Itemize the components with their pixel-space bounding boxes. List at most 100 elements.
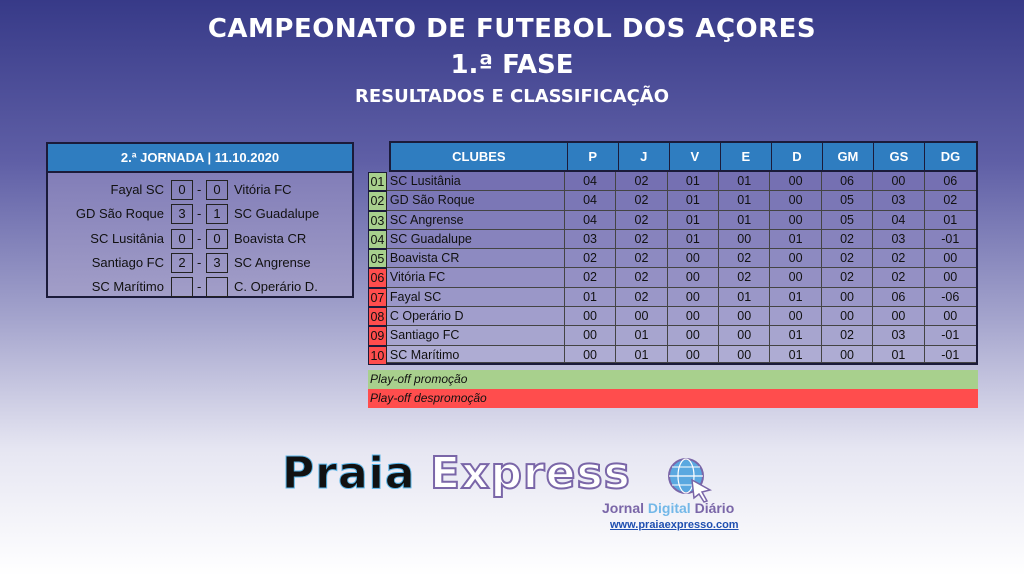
stat-j: 02 — [616, 249, 668, 269]
score-separator: - — [197, 182, 202, 197]
home-score: 2 — [171, 252, 193, 273]
stat-gs: 04 — [873, 210, 925, 230]
globe-cursor-icon — [668, 458, 713, 503]
stat-dg: 00 — [924, 249, 976, 269]
stat-v: 00 — [667, 307, 720, 327]
stat-p: 00 — [564, 345, 617, 363]
stat-gs: 01 — [873, 345, 925, 363]
stat-d: 00 — [770, 191, 822, 211]
club-name: SC Angrense — [386, 210, 565, 230]
standings-row: 06 Vitória FC 02 02 00 02 00 02 02 00 — [368, 268, 978, 288]
logo-word-praia: Praia — [281, 448, 416, 500]
stat-d: 01 — [770, 287, 822, 308]
home-team: SC Lusitânia — [90, 230, 164, 246]
column-header-e: E — [721, 143, 772, 170]
stat-gm: 05 — [821, 210, 874, 230]
rank: 08 — [368, 307, 386, 327]
away-team: SC Angrense — [234, 254, 311, 270]
stat-p: 01 — [564, 287, 617, 308]
stat-dg: -01 — [924, 230, 976, 250]
stat-gs: 03 — [873, 191, 925, 211]
stat-v: 01 — [667, 210, 720, 230]
stat-gs: 02 — [873, 249, 925, 269]
stat-d: 00 — [770, 307, 822, 327]
rank: 03 — [368, 210, 386, 230]
club-name: SC Guadalupe — [386, 229, 565, 250]
stat-v: 00 — [667, 249, 720, 269]
standings-row: 10 SC Marítimo 00 01 00 00 01 00 01 -01 — [368, 345, 978, 365]
stat-gs: 03 — [873, 229, 925, 250]
standings-row: 07 Fayal SC 01 02 00 01 01 00 06 -06 — [368, 287, 978, 308]
stat-d: 01 — [770, 229, 822, 250]
stat-gs: 00 — [873, 307, 925, 327]
stat-e: 01 — [719, 172, 771, 192]
stat-p: 04 — [564, 210, 617, 230]
stat-j: 02 — [616, 172, 668, 192]
rank: 01 — [368, 172, 386, 192]
stat-gs: 02 — [873, 268, 925, 288]
away-score — [206, 277, 228, 298]
stat-p: 00 — [564, 307, 617, 327]
stat-e: 00 — [719, 326, 771, 346]
stat-j: 02 — [616, 191, 668, 211]
stat-gm: 02 — [821, 249, 874, 269]
away-score: 0 — [206, 228, 228, 249]
stat-e: 00 — [719, 307, 771, 327]
stat-j: 02 — [616, 268, 668, 288]
praia-express-logo: Praia Express Jornal Digital Diário www.… — [281, 446, 762, 536]
club-name: GD São Roque — [386, 191, 565, 211]
stat-d: 00 — [770, 249, 822, 269]
stat-gm: 06 — [821, 172, 874, 192]
match-row: GD São Roque 3 - 1 SC Guadalupe — [48, 204, 352, 225]
column-header-v: V — [670, 143, 721, 170]
stat-v: 00 — [667, 287, 720, 308]
club-name: SC Lusitânia — [386, 172, 565, 192]
match-row: Fayal SC 0 - 0 Vitória FC — [48, 180, 352, 200]
away-team: SC Guadalupe — [234, 206, 320, 222]
standings-row: 03 SC Angrense 04 02 01 01 00 05 04 01 — [368, 210, 978, 230]
column-header-p: P — [568, 143, 619, 170]
stat-p: 02 — [564, 249, 617, 269]
home-score: 3 — [171, 204, 193, 225]
match-row: SC Lusitânia 0 - 0 Boavista CR — [48, 228, 352, 249]
stat-dg: -06 — [924, 288, 976, 308]
club-name: Boavista CR — [386, 249, 565, 269]
stat-e: 00 — [719, 229, 771, 250]
rank: 05 — [368, 249, 386, 269]
away-team: Boavista CR — [234, 230, 307, 246]
stat-gm: 02 — [821, 229, 874, 250]
rank: 07 — [368, 287, 386, 308]
stat-e: 01 — [719, 287, 771, 308]
stat-j: 02 — [616, 287, 668, 308]
away-team: C. Operário D. — [234, 279, 318, 295]
club-name: SC Marítimo — [386, 345, 565, 363]
stat-p: 04 — [564, 172, 617, 192]
stat-v: 00 — [667, 268, 720, 288]
main-title: CAMPEONATO DE FUTEBOL DOS AÇORES — [207, 14, 817, 44]
away-score: 0 — [206, 180, 228, 200]
stat-p: 00 — [564, 326, 617, 346]
rank: 10 — [368, 345, 386, 365]
stat-e: 01 — [719, 191, 771, 211]
website-link[interactable]: www.praiaexpresso.com — [610, 519, 739, 531]
logo-tagline: Jornal Digital Diário — [602, 500, 735, 516]
stat-v: 01 — [667, 191, 720, 211]
round-results-panel: 2.ª JORNADA | 11.10.2020 Fayal SC 0 - 0 … — [46, 142, 354, 298]
stat-gm: 00 — [821, 345, 874, 363]
standings-row: 08 C Operário D 00 00 00 00 00 00 00 00 — [368, 307, 978, 327]
stat-gs: 00 — [873, 172, 925, 192]
standings-row: 02 GD São Roque 04 02 01 01 00 05 03 02 — [368, 191, 978, 211]
club-name: Santiago FC — [386, 326, 565, 346]
stat-gm: 05 — [821, 191, 874, 211]
home-score — [171, 277, 193, 298]
stat-dg: 00 — [924, 268, 976, 288]
club-name: Fayal SC — [386, 287, 565, 308]
home-team: Fayal SC — [110, 182, 164, 197]
stat-j: 02 — [616, 229, 668, 250]
home-team: Santiago FC — [91, 254, 164, 270]
stat-gs: 06 — [873, 287, 925, 308]
stat-e: 02 — [719, 249, 771, 269]
stat-v: 00 — [667, 345, 720, 363]
standings-row: 04 SC Guadalupe 03 02 01 00 01 02 03 -01 — [368, 229, 978, 250]
stat-dg: 02 — [924, 191, 976, 211]
